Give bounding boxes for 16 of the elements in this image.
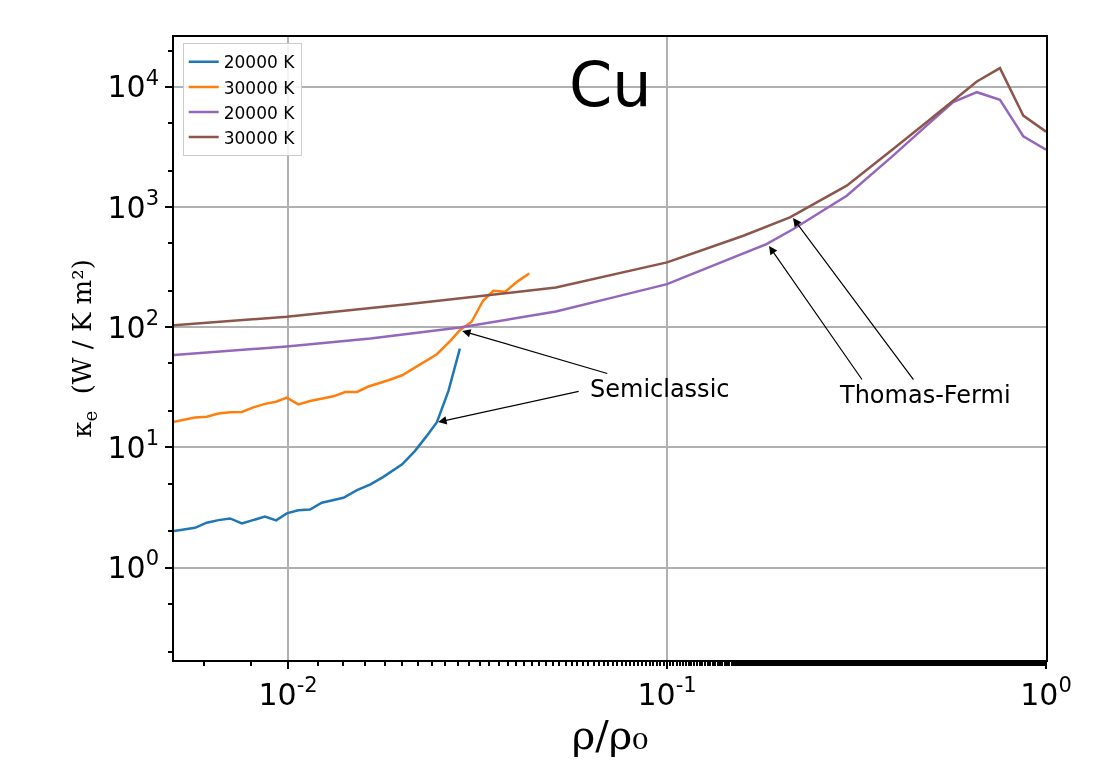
- legend-label: 30000 K: [223, 77, 296, 98]
- y-tick-label: 10$^{2}$: [107, 306, 159, 345]
- legend-label: 20000 K: [223, 52, 296, 73]
- x-tick-label: 10$^{-1}$: [637, 673, 697, 712]
- chart-title: Cu: [569, 48, 652, 121]
- annotation: Thomas-Fermi: [839, 381, 1011, 409]
- legend-label: 30000 K: [223, 127, 296, 148]
- annotation: Semiclassic: [590, 375, 730, 403]
- x-tick-label: 10$^{-2}$: [258, 673, 318, 712]
- x-axis-title: ρ/ρ₀: [571, 712, 649, 758]
- y-tick-label: 10$^{0}$: [107, 546, 159, 586]
- y-tick-label: 10$^{3}$: [107, 185, 159, 225]
- y-tick-label: 10$^{1}$: [107, 426, 159, 465]
- x-tick-label: 10$^{0}$: [1020, 673, 1072, 712]
- legend-label: 20000 K: [223, 102, 296, 123]
- y-tick-label: 10$^{4}$: [107, 65, 159, 105]
